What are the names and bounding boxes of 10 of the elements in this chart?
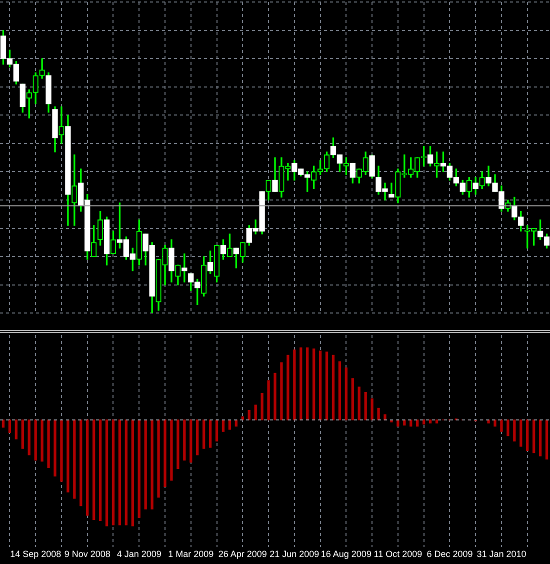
x-tick-label: 9 Nov 2008 <box>64 549 110 560</box>
x-tick-label: 16 Aug 2009 <box>320 549 372 560</box>
x-tick-label: 14 Sep 2008 <box>10 549 62 560</box>
x-tick-label: 31 Jan 2010 <box>476 549 526 560</box>
x-tick-label: 11 Oct 2009 <box>374 549 422 560</box>
x-tick-label: 21 Jun 2009 <box>270 549 320 560</box>
x-tick-label: 6 Dec 2009 <box>426 549 473 560</box>
x-tick-label: 1 Mar 2009 <box>168 549 214 560</box>
x-tick-label: 4 Jan 2009 <box>116 549 162 560</box>
x-tick-label: 26 Apr 2009 <box>218 549 267 560</box>
